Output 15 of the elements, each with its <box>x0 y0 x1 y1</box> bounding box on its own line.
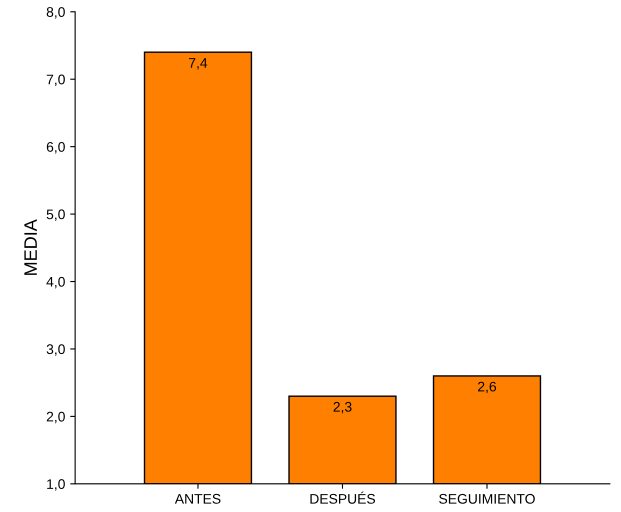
y-tick-label: 2,0 <box>46 412 65 424</box>
y-tick-label: 7,0 <box>46 74 65 86</box>
y-axis-title: MEDIA <box>24 219 37 275</box>
y-tick-label: 6,0 <box>46 142 65 154</box>
x-tick-label: DESPUÉS <box>310 492 376 504</box>
y-tick-label: 8,0 <box>46 7 65 19</box>
data-label: 2,3 <box>334 402 352 414</box>
y-tick-label: 4,0 <box>46 276 65 288</box>
x-tick-label: SEGUIMIENTO <box>439 494 535 504</box>
x-tick-label: ANTES <box>174 494 220 504</box>
y-tick-label: 1,0 <box>47 479 65 491</box>
y-tick-label: 3,0 <box>46 344 65 356</box>
data-label: 7,4 <box>189 58 208 70</box>
y-tick-label: 5,0 <box>46 209 65 221</box>
data-label: 2,6 <box>478 382 496 394</box>
